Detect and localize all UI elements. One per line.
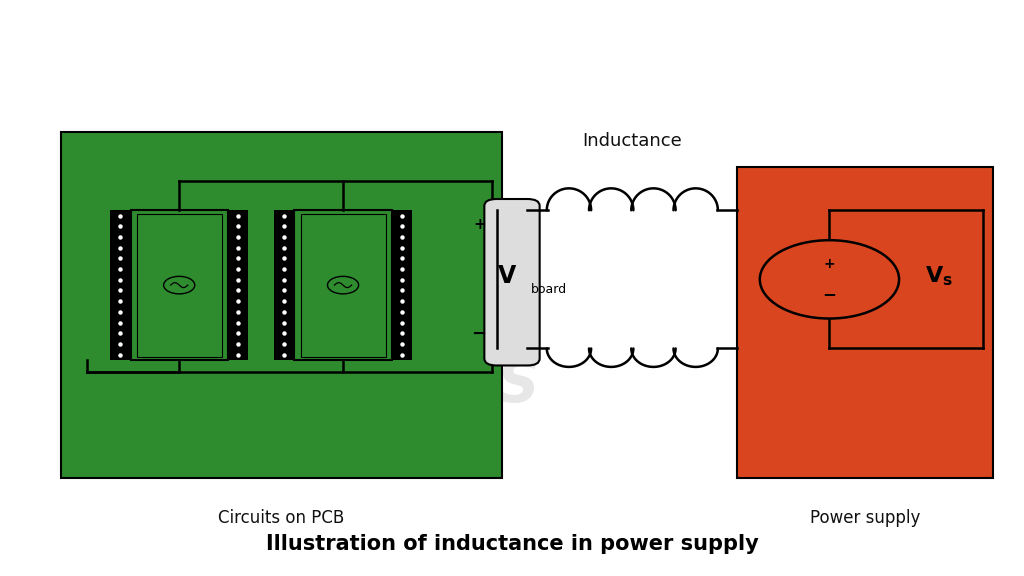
Text: −: − (822, 285, 837, 303)
FancyBboxPatch shape (484, 199, 540, 366)
Text: $\mathbf{V}$: $\mathbf{V}$ (497, 264, 517, 289)
Circle shape (328, 276, 358, 294)
Bar (737, 167, 993, 478)
Bar (391, 210, 412, 360)
Text: Inductance: Inductance (582, 132, 682, 150)
Circle shape (760, 240, 899, 319)
Bar (295, 210, 392, 360)
Bar (131, 210, 227, 360)
Bar (301, 214, 386, 357)
Text: +: + (474, 217, 486, 232)
Text: Illustration of inductance in power supply: Illustration of inductance in power supp… (265, 535, 759, 554)
Bar (137, 214, 222, 357)
Circle shape (164, 276, 195, 294)
Text: $\mathbf{V_s}$: $\mathbf{V_s}$ (925, 265, 952, 288)
Text: SIERRA: SIERRA (233, 251, 545, 325)
Text: board: board (530, 283, 566, 296)
Bar (274, 210, 295, 360)
Text: Circuits on PCB: Circuits on PCB (218, 509, 345, 528)
Bar (61, 132, 502, 478)
Text: CIRCUITS: CIRCUITS (238, 358, 541, 414)
Bar (111, 210, 131, 360)
Text: +: + (823, 257, 836, 271)
Text: Power supply: Power supply (810, 509, 921, 528)
Text: −: − (471, 325, 486, 343)
Bar (227, 210, 248, 360)
